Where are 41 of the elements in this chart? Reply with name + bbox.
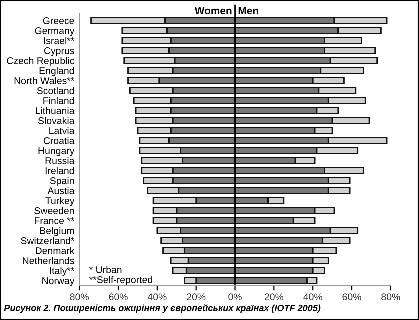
x-tick-label: 0% bbox=[228, 294, 242, 301]
y-tick-label: Hungary bbox=[38, 148, 75, 156]
y-tick-label: Belgium bbox=[40, 227, 74, 236]
annotation: * Urban bbox=[89, 266, 122, 274]
annotation: Women bbox=[194, 7, 232, 15]
x-tick-label: 80% bbox=[382, 294, 400, 301]
y-tick-label: Sweeden bbox=[34, 207, 74, 214]
y-tick-label: Finland bbox=[44, 97, 74, 104]
x-tick-label: 20% bbox=[264, 294, 284, 301]
annotation: **Self-reported bbox=[89, 276, 152, 286]
x-tick-label: 60% bbox=[109, 294, 128, 301]
y-tick-label: Israel** bbox=[44, 37, 75, 44]
y-tick-label: Austia bbox=[48, 187, 75, 194]
y-tick-label: France ** bbox=[35, 218, 75, 224]
y-tick-label: Switzerland* bbox=[21, 237, 75, 244]
y-tick-label: Lithuania bbox=[36, 107, 75, 114]
x-tick-label: 40% bbox=[304, 294, 322, 301]
y-tick-label: Netherlands bbox=[23, 257, 74, 264]
x-tick-label: 20% bbox=[187, 294, 206, 301]
y-tick-label: Denmark bbox=[36, 247, 75, 254]
y-tick-label: Latvia bbox=[50, 127, 75, 134]
y-tick-label: Norway bbox=[42, 278, 75, 286]
y-tick-label: North Wales** bbox=[14, 77, 75, 84]
y-tick-label: England bbox=[40, 67, 74, 76]
y-tick-label: Russia bbox=[46, 157, 75, 164]
y-tick-label: Germany bbox=[35, 27, 75, 36]
x-tick-label: 80% bbox=[70, 294, 89, 301]
y-tick-label: Cyprus bbox=[44, 47, 74, 56]
annotation: Men bbox=[238, 7, 258, 15]
text: Рисунок 2. Поширеність ожиріння у європейських країнах (IOTF 2005) bbox=[4, 304, 321, 314]
y-tick-label: Greece bbox=[43, 17, 74, 24]
y-tick-label: Italy** bbox=[50, 267, 75, 276]
y-tick-label: Slovakia bbox=[38, 117, 75, 124]
y-tick-label: Scotland bbox=[37, 87, 74, 94]
x-tick-label: 60% bbox=[342, 294, 362, 301]
x-tick-label: 40% bbox=[148, 294, 167, 301]
y-tick-label: Turkey bbox=[46, 197, 75, 206]
y-tick-label: Czech Republic bbox=[7, 57, 74, 66]
y-tick-label: Spain bbox=[50, 177, 74, 186]
y-tick-label: Ireland bbox=[46, 167, 74, 174]
y-tick-label: Croatia bbox=[44, 137, 75, 144]
